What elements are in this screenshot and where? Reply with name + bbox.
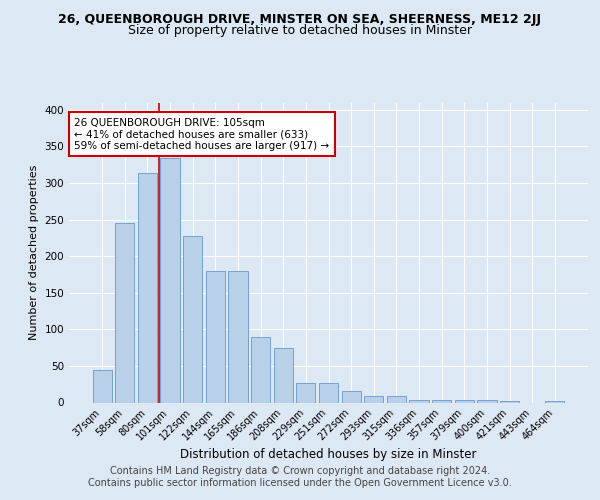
Bar [432, 400, 451, 402]
Bar [92, 370, 112, 402]
Bar [183, 236, 202, 402]
Bar [455, 400, 474, 402]
Bar [160, 158, 180, 402]
Bar [477, 400, 497, 402]
X-axis label: Distribution of detached houses by size in Minster: Distribution of detached houses by size … [180, 448, 477, 461]
Bar [409, 400, 428, 402]
Bar [274, 348, 293, 403]
Bar [229, 271, 248, 402]
Bar [296, 384, 316, 402]
Bar [545, 401, 565, 402]
Text: Size of property relative to detached houses in Minster: Size of property relative to detached ho… [128, 24, 472, 37]
Bar [206, 271, 225, 402]
Text: 26, QUEENBOROUGH DRIVE, MINSTER ON SEA, SHEERNESS, ME12 2JJ: 26, QUEENBOROUGH DRIVE, MINSTER ON SEA, … [59, 12, 542, 26]
Bar [341, 391, 361, 402]
Y-axis label: Number of detached properties: Number of detached properties [29, 165, 39, 340]
Bar [500, 401, 519, 402]
Bar [138, 174, 157, 402]
Text: Contains HM Land Registry data © Crown copyright and database right 2024.
Contai: Contains HM Land Registry data © Crown c… [88, 466, 512, 487]
Bar [319, 384, 338, 402]
Bar [364, 396, 383, 402]
Text: 26 QUEENBOROUGH DRIVE: 105sqm
← 41% of detached houses are smaller (633)
59% of : 26 QUEENBOROUGH DRIVE: 105sqm ← 41% of d… [74, 118, 329, 150]
Bar [387, 396, 406, 402]
Bar [115, 223, 134, 402]
Bar [251, 336, 270, 402]
